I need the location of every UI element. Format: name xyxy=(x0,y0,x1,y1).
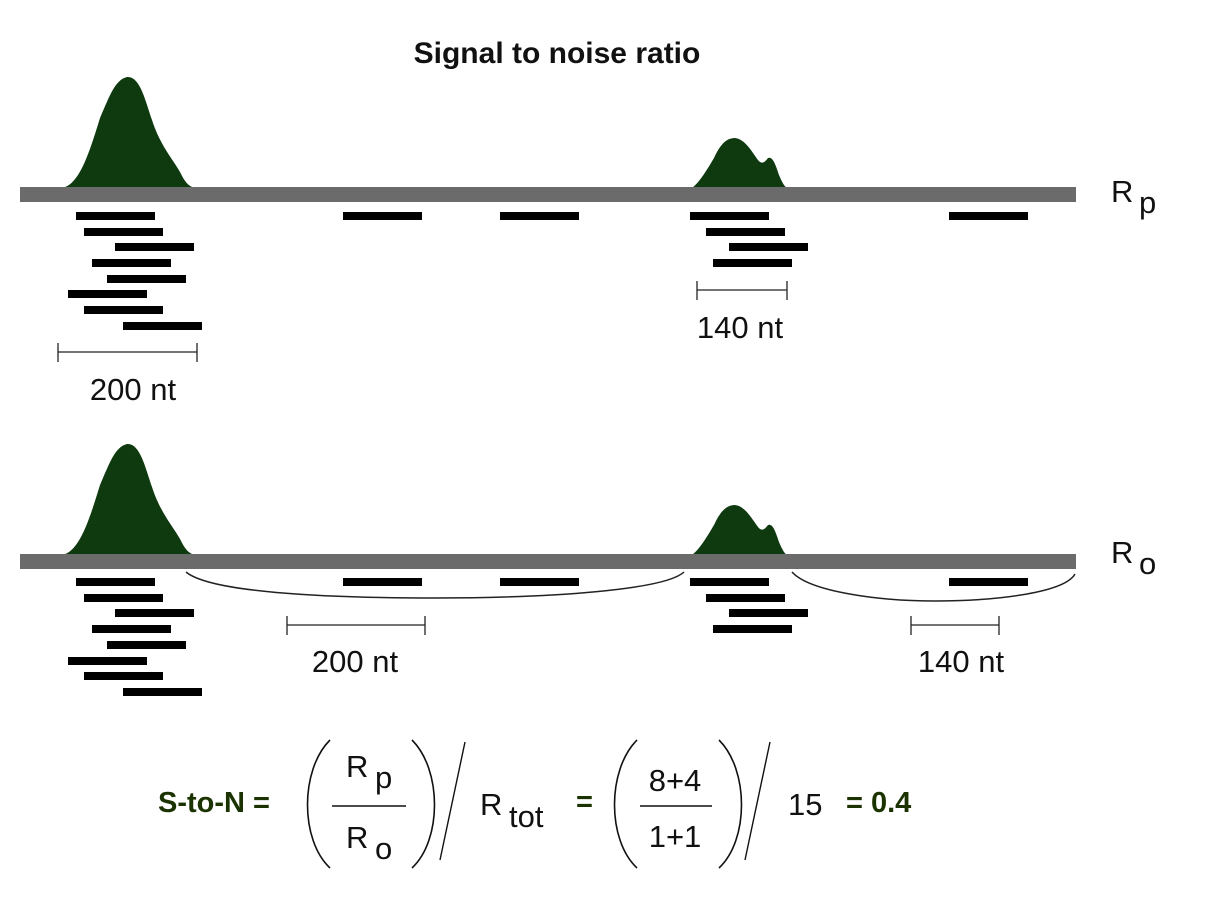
track-ro xyxy=(20,554,1076,569)
divisor-value: 15 xyxy=(788,787,822,822)
frac2-den: 1+1 xyxy=(649,819,702,854)
track-label-ro-subscript: o xyxy=(1139,546,1156,581)
reads-left-bottom xyxy=(68,578,202,696)
bottom-panel: 200 nt 140 nt R o xyxy=(20,443,1156,696)
read-noise xyxy=(949,212,1028,220)
read-noise xyxy=(500,578,579,586)
track-rp xyxy=(20,187,1076,202)
diagram-title: Signal to noise ratio xyxy=(414,37,701,70)
track-label-rp: R xyxy=(1111,174,1133,209)
formula: S-to-N = R p R o R tot = 8+4 1+1 15 = 0.… xyxy=(158,739,911,869)
paren-open-2 xyxy=(613,739,638,869)
read-noise xyxy=(343,212,422,220)
reads-right-top xyxy=(690,212,808,267)
formula-lhs: S-to-N = xyxy=(158,787,270,819)
track-label-ro: R xyxy=(1111,535,1133,570)
scale-bar-top-right xyxy=(696,281,788,300)
frac1-den-sub: o xyxy=(375,831,392,866)
peak-right-bottom xyxy=(692,505,787,555)
division-slash-2 xyxy=(744,741,771,861)
reads-right-bottom xyxy=(690,578,808,633)
noise-region-arc-right xyxy=(791,571,1076,602)
scale-label-bottom-right: 140 nt xyxy=(918,644,1005,679)
frac1-den-main: R xyxy=(346,820,368,855)
frac1-num-main: R xyxy=(346,749,368,784)
peak-right-top xyxy=(692,138,787,188)
scale-bar-bottom-left xyxy=(286,616,426,635)
track-label-rp-subscript: p xyxy=(1139,185,1156,220)
rtot-main: R xyxy=(480,787,502,822)
formula-equals: = xyxy=(576,786,593,818)
scale-bar-top-left xyxy=(57,343,198,362)
peak-left-top xyxy=(62,76,195,188)
scale-label-top-right: 140 nt xyxy=(697,310,784,345)
noise-region-arc-left xyxy=(185,571,685,599)
scale-bar-bottom-right xyxy=(910,616,1000,635)
rtot-sub: tot xyxy=(509,799,544,834)
top-panel: 200 nt 140 nt R p xyxy=(20,76,1156,407)
peak-left-bottom xyxy=(62,443,195,555)
formula-result: = 0.4 xyxy=(846,787,911,819)
read-noise xyxy=(343,578,422,586)
division-slash-1 xyxy=(439,741,466,861)
scale-label-bottom-left: 200 nt xyxy=(312,644,399,679)
read-noise xyxy=(949,578,1028,586)
frac1-num-sub: p xyxy=(375,760,392,795)
paren-close-1 xyxy=(411,739,436,869)
paren-close-2 xyxy=(718,739,743,869)
read-noise xyxy=(500,212,579,220)
frac2-num: 8+4 xyxy=(649,763,702,798)
paren-open-1 xyxy=(306,739,331,869)
scale-label-top-left: 200 nt xyxy=(90,372,177,407)
reads-left-top xyxy=(68,212,202,330)
